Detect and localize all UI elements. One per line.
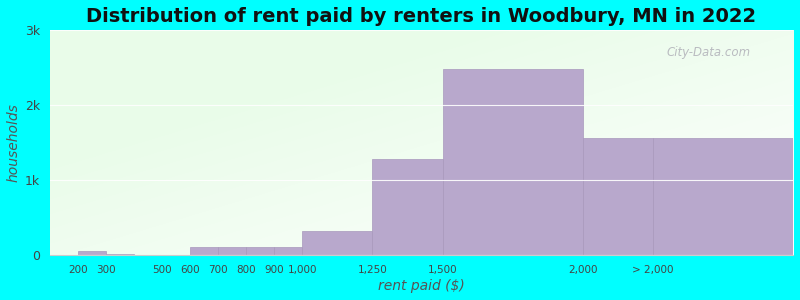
Bar [190,247,218,255]
Bar [218,247,246,255]
Bar [106,254,134,255]
Bar [653,138,793,255]
Y-axis label: households: households [7,103,21,182]
Bar [582,138,653,255]
X-axis label: rent paid ($): rent paid ($) [378,279,465,293]
Text: City-Data.com: City-Data.com [666,46,751,59]
Bar [373,159,442,255]
Bar [442,69,582,255]
Bar [274,247,302,255]
Bar [78,251,106,255]
Bar [302,231,373,255]
Title: Distribution of rent paid by renters in Woodbury, MN in 2022: Distribution of rent paid by renters in … [86,7,757,26]
Bar [246,247,274,255]
